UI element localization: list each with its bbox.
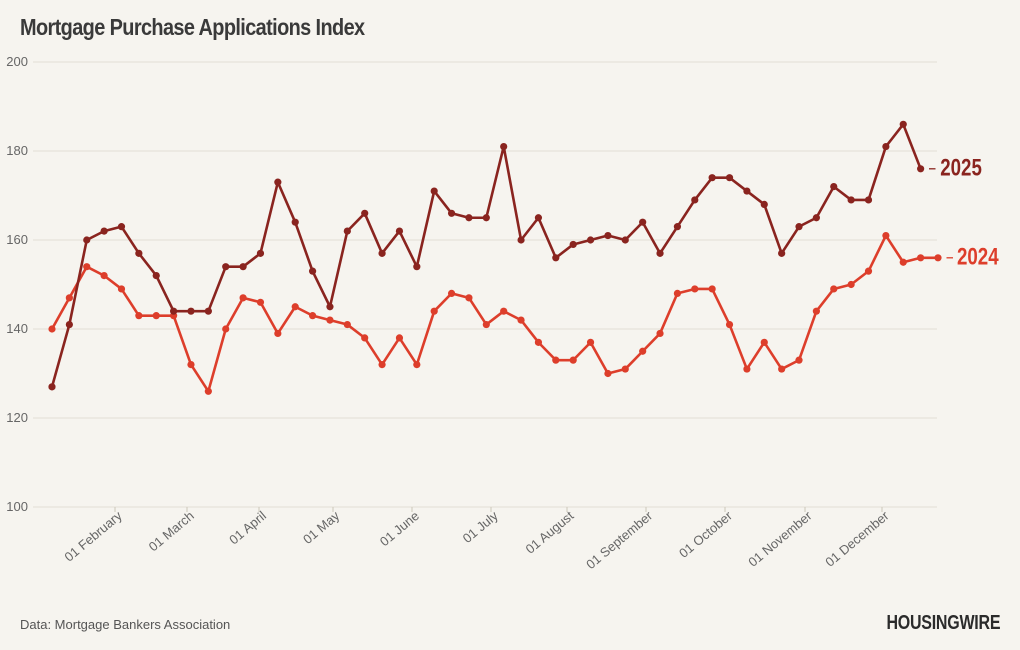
svg-text:160: 160 <box>6 232 28 247</box>
svg-text:200: 200 <box>6 54 28 69</box>
svg-text:100: 100 <box>6 499 28 514</box>
svg-text:180: 180 <box>6 143 28 158</box>
svg-text:2025: 2025 <box>940 154 982 181</box>
svg-text:140: 140 <box>6 321 28 336</box>
svg-text:2024: 2024 <box>957 243 999 270</box>
svg-text:120: 120 <box>6 410 28 425</box>
